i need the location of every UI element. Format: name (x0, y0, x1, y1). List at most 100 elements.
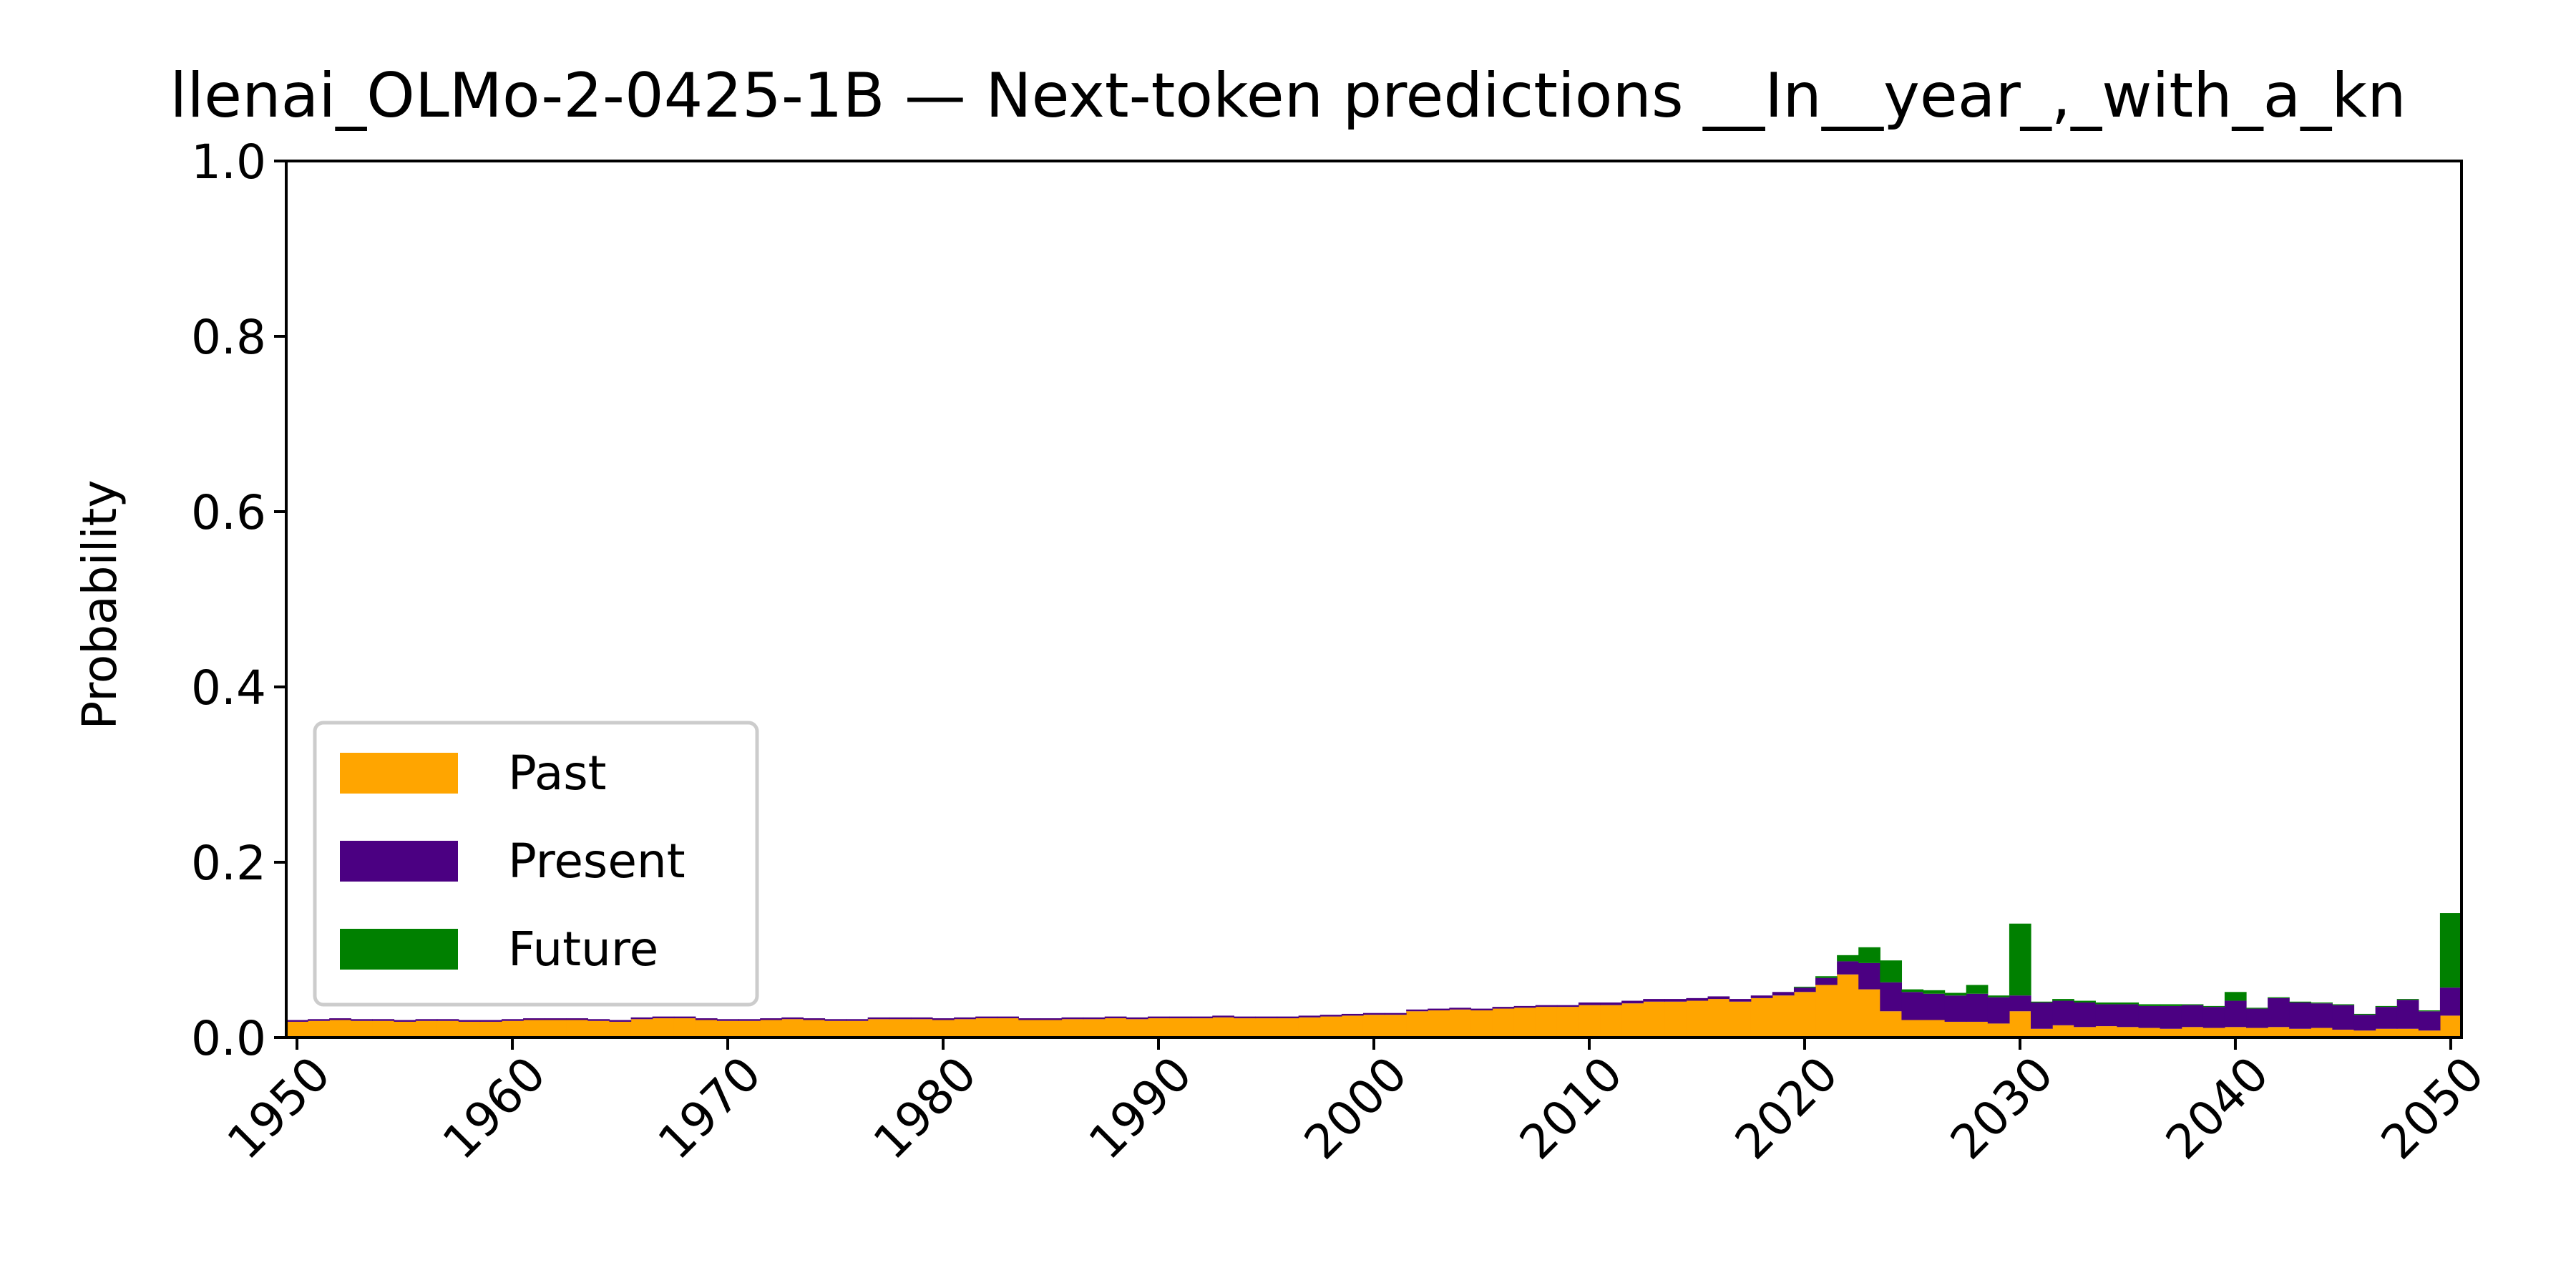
bar-present-1966 (630, 1017, 653, 1020)
bar-past-2041 (2246, 1028, 2268, 1038)
bar-past-2033 (2074, 1027, 2096, 1038)
bar-present-2002 (1406, 1009, 1428, 1012)
bar-present-2013 (1643, 999, 1665, 1002)
bar-present-1982 (975, 1016, 997, 1019)
bar-past-1979 (910, 1019, 933, 1038)
bar-future-2030 (2009, 923, 2031, 996)
bar-present-2021 (1815, 977, 1838, 985)
bar-future-2024 (1880, 960, 1903, 982)
bar-present-1974 (803, 1018, 826, 1020)
bar-past-1955 (394, 1021, 416, 1038)
bar-past-1970 (716, 1020, 739, 1038)
y-tick-label-1.0: 1.0 (191, 135, 266, 190)
bar-past-1963 (566, 1020, 588, 1038)
bar-past-2035 (2117, 1027, 2140, 1038)
bar-past-1960 (501, 1020, 524, 1038)
bar-future-2047 (2375, 1005, 2398, 1008)
bar-present-2017 (1729, 999, 1752, 1002)
bar-future-2037 (2160, 1004, 2182, 1006)
bar-present-2001 (1385, 1013, 1407, 1015)
bar-present-2048 (2396, 1000, 2419, 1029)
bar-present-2030 (2009, 995, 2031, 1012)
bar-present-1963 (566, 1018, 588, 1020)
bar-past-2046 (2353, 1030, 2376, 1038)
bar-past-2012 (1621, 1003, 1644, 1038)
bar-past-2045 (2332, 1029, 2355, 1038)
bar-past-2019 (1772, 995, 1795, 1038)
bar-present-2014 (1664, 999, 1687, 1002)
bar-present-2010 (1578, 1002, 1601, 1005)
bar-present-1985 (1040, 1018, 1063, 1020)
bar-past-1999 (1341, 1015, 1364, 1038)
bar-present-2024 (1880, 982, 1903, 1012)
bar-present-1958 (458, 1020, 481, 1022)
bar-present-1960 (501, 1019, 524, 1021)
bar-past-1974 (803, 1020, 826, 1038)
bar-past-2002 (1406, 1011, 1428, 1038)
bar-present-2027 (1944, 995, 1967, 1022)
bar-present-2037 (2160, 1005, 2182, 1029)
bar-past-1973 (781, 1019, 804, 1038)
bar-past-2034 (2095, 1026, 2118, 1038)
bar-past-2004 (1449, 1009, 1472, 1038)
bar-past-2044 (2311, 1028, 2333, 1038)
bar-future-2029 (1987, 995, 2010, 997)
bar-present-1977 (867, 1017, 890, 1020)
bar-future-2025 (1901, 989, 1924, 992)
bar-past-2007 (1513, 1008, 1536, 1038)
bar-present-2025 (1901, 992, 1924, 1020)
bar-future-2048 (2396, 999, 2419, 1000)
legend-swatch-future (340, 929, 458, 970)
bar-past-2022 (1837, 974, 1859, 1038)
bar-present-1981 (954, 1017, 976, 1020)
bar-present-1988 (1104, 1016, 1127, 1019)
bar-future-2044 (2311, 1002, 2333, 1004)
bar-present-2000 (1362, 1013, 1385, 1015)
bar-past-2000 (1362, 1015, 1385, 1038)
bar-present-1952 (329, 1018, 351, 1020)
bar-past-1982 (975, 1018, 997, 1038)
bar-present-2044 (2311, 1003, 2333, 1028)
bar-past-2008 (1535, 1007, 1558, 1038)
bar-present-2050 (2439, 987, 2462, 1016)
bar-past-1959 (479, 1021, 502, 1038)
bar-present-1970 (716, 1019, 739, 1021)
bar-past-2020 (1793, 992, 1816, 1038)
bar-past-1952 (329, 1020, 351, 1038)
bar-present-2039 (2202, 1007, 2225, 1028)
bar-past-1983 (997, 1018, 1019, 1038)
bar-present-1950 (286, 1020, 308, 1022)
bar-past-1972 (760, 1020, 782, 1038)
bar-past-2010 (1578, 1005, 1601, 1038)
bar-past-2009 (1556, 1007, 1579, 1038)
bar-past-1988 (1104, 1018, 1127, 1038)
bar-past-2047 (2375, 1028, 2398, 1038)
bar-past-2032 (2052, 1025, 2074, 1038)
bar-past-2013 (1643, 1001, 1665, 1038)
bar-past-1989 (1126, 1019, 1148, 1038)
bar-present-1955 (394, 1020, 416, 1022)
bar-past-2011 (1600, 1005, 1622, 1038)
bar-present-1991 (1169, 1016, 1191, 1019)
bar-present-2031 (2031, 1002, 2053, 1029)
bar-past-1958 (458, 1021, 481, 1038)
bar-future-2038 (2181, 1004, 2204, 1005)
bar-present-2003 (1428, 1008, 1450, 1011)
bar-present-2046 (2353, 1015, 2376, 1031)
bar-past-2006 (1492, 1008, 1515, 1038)
bar-present-1968 (673, 1016, 696, 1019)
bar-present-2028 (1966, 993, 1989, 1022)
bar-past-1997 (1298, 1017, 1321, 1038)
bar-present-2004 (1449, 1008, 1472, 1010)
legend-label-future: Future (508, 922, 658, 977)
bar-present-1957 (436, 1019, 459, 1021)
bar-present-2020 (1793, 987, 1816, 992)
bar-present-1989 (1126, 1017, 1148, 1020)
bar-present-1999 (1341, 1013, 1364, 1016)
bar-present-1993 (1212, 1015, 1234, 1018)
bar-future-2033 (2074, 1000, 2096, 1002)
bar-past-2021 (1815, 985, 1838, 1038)
bar-future-2035 (2117, 1002, 2140, 1005)
bar-past-2038 (2181, 1027, 2204, 1038)
bar-present-1997 (1298, 1015, 1321, 1018)
